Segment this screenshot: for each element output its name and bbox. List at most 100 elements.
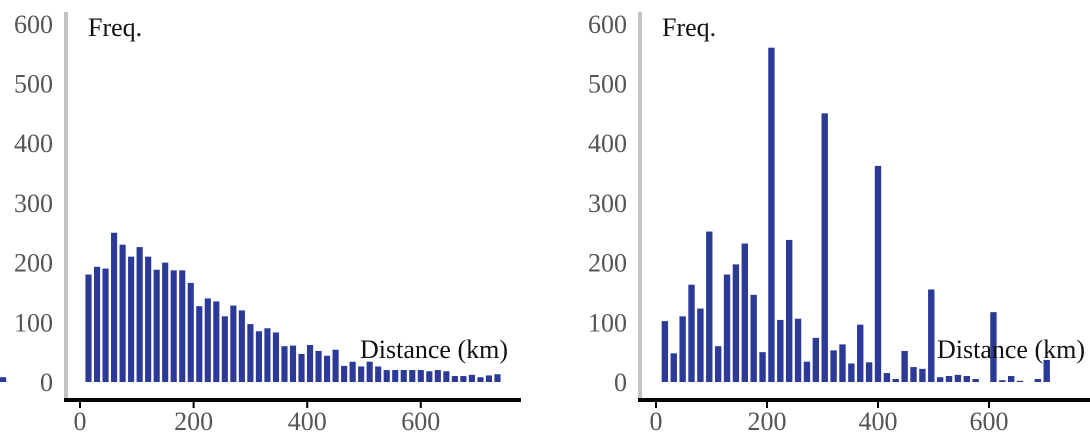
histogram-bar [111, 232, 118, 382]
x-tick-label: 600 [970, 407, 1009, 436]
x-tick-label: 400 [859, 407, 898, 436]
histogram-bar [366, 361, 373, 382]
histogram-bar [723, 274, 731, 382]
histogram-bar [289, 345, 297, 382]
histogram-bar [777, 319, 784, 382]
histogram-bar [443, 371, 450, 382]
y-tick-label: 500 [588, 70, 627, 99]
histogram-bar [901, 350, 908, 382]
histogram-bar [812, 337, 820, 382]
x-axis-title: Distance (km) [360, 335, 508, 364]
histogram-bar [451, 376, 458, 382]
histogram-bar [910, 367, 917, 382]
histogram-bar [883, 373, 891, 382]
histogram-bar [759, 352, 766, 382]
y-tick-label: 0 [40, 368, 53, 397]
histogram-bar [661, 321, 669, 382]
histogram-bar [848, 363, 855, 382]
histogram-bar [417, 370, 424, 382]
y-tick-label: 100 [588, 308, 627, 337]
histogram-bar [972, 379, 979, 382]
histogram-bar [936, 377, 944, 382]
x-tick-label: 600 [401, 407, 440, 436]
histogram-bar [679, 316, 686, 382]
histogram-bar [794, 318, 802, 382]
y-tick-label: 300 [588, 189, 627, 218]
histogram-bar [1008, 376, 1015, 382]
histogram-bar [93, 266, 101, 382]
histogram-bar [999, 380, 1006, 382]
y-tick-label: 600 [588, 10, 627, 39]
histogram-bar [221, 316, 228, 382]
histogram-bar [688, 284, 695, 382]
histogram-bar [857, 324, 864, 382]
histogram-bar [990, 312, 997, 382]
histogram-bar [162, 262, 169, 382]
histogram-bar [865, 362, 873, 382]
histogram-bar [315, 350, 322, 382]
histogram-bar [0, 380, 7, 382]
histogram-bar [247, 324, 254, 382]
histogram-bar [1016, 380, 1024, 382]
histogram-bar [230, 305, 237, 382]
histogram-bar [400, 370, 407, 382]
histogram-bar [468, 374, 475, 382]
histogram-bar [85, 274, 92, 382]
histogram-bar [919, 368, 926, 382]
histogram-bar [426, 371, 433, 382]
histogram-bar [670, 353, 677, 382]
histogram-bar [213, 301, 220, 382]
histogram-bar [281, 346, 288, 382]
histogram-bar [349, 361, 356, 382]
histogram-bar [928, 289, 935, 382]
histogram-bar [434, 370, 441, 382]
histogram-bar [732, 264, 740, 382]
histogram-bar [821, 113, 828, 382]
histogram-bar [1034, 379, 1042, 382]
x-tick-label: 0 [74, 407, 87, 436]
histogram-bar [204, 298, 211, 382]
left-histogram: 0 100 200 300 400 500 600 0 200 400 600 Freq. Distan… [0, 10, 521, 436]
histogram-bar [179, 270, 186, 382]
x-axis-title: Distance (km) [937, 335, 1085, 364]
histogram-bar [741, 243, 748, 382]
histogram-bar [697, 308, 704, 382]
histogram-bar [383, 370, 390, 382]
histogram-bar [750, 294, 757, 382]
histogram-bar [477, 377, 484, 382]
histogram-bar [803, 361, 811, 382]
y-tick-label: 0 [614, 368, 627, 397]
y-tick-label: 600 [14, 10, 53, 39]
histogram-bar [954, 374, 962, 382]
histogram-bar [494, 374, 501, 382]
x-tick-label: 400 [288, 407, 327, 436]
histogram-bar [830, 350, 837, 382]
histogram-bar [255, 331, 262, 382]
histogram-bar [706, 231, 713, 382]
y-tick-label: 100 [14, 308, 53, 337]
histogram-bar [460, 376, 467, 382]
histogram-bar [1043, 359, 1050, 382]
y-tick-label: 400 [14, 129, 53, 158]
y-axis-title: Freq. [662, 13, 716, 42]
y-axis-title: Freq. [88, 13, 142, 42]
y-tick-label: 400 [588, 129, 627, 158]
histogram-bar [264, 328, 271, 382]
histogram-bar [306, 344, 314, 382]
histogram-bar [145, 256, 152, 382]
y-tick-label: 300 [14, 189, 53, 218]
histogram-bar [238, 310, 245, 382]
histogram-bar [298, 353, 305, 382]
histogram-bar [768, 47, 775, 383]
histogram-bar [358, 366, 365, 382]
histogram-bar [272, 332, 280, 382]
histogram-bar [392, 370, 399, 382]
histogram-bar [332, 349, 339, 382]
x-tick-label: 0 [650, 407, 663, 436]
y-tick-label: 200 [14, 249, 53, 278]
histogram-bar [375, 366, 382, 382]
histogram-bar [187, 282, 194, 382]
histogram-bar [839, 344, 846, 382]
histogram-bar [136, 247, 143, 382]
